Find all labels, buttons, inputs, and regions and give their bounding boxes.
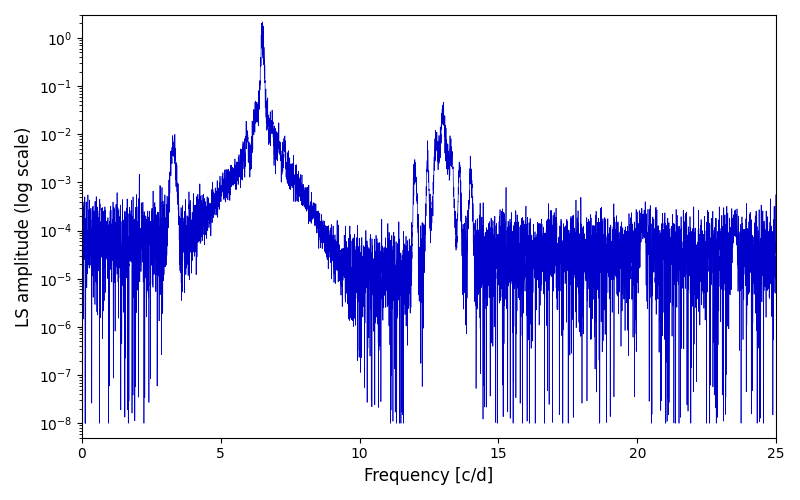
Y-axis label: LS amplitude (log scale): LS amplitude (log scale) [15, 126, 33, 326]
X-axis label: Frequency [c/d]: Frequency [c/d] [364, 467, 494, 485]
